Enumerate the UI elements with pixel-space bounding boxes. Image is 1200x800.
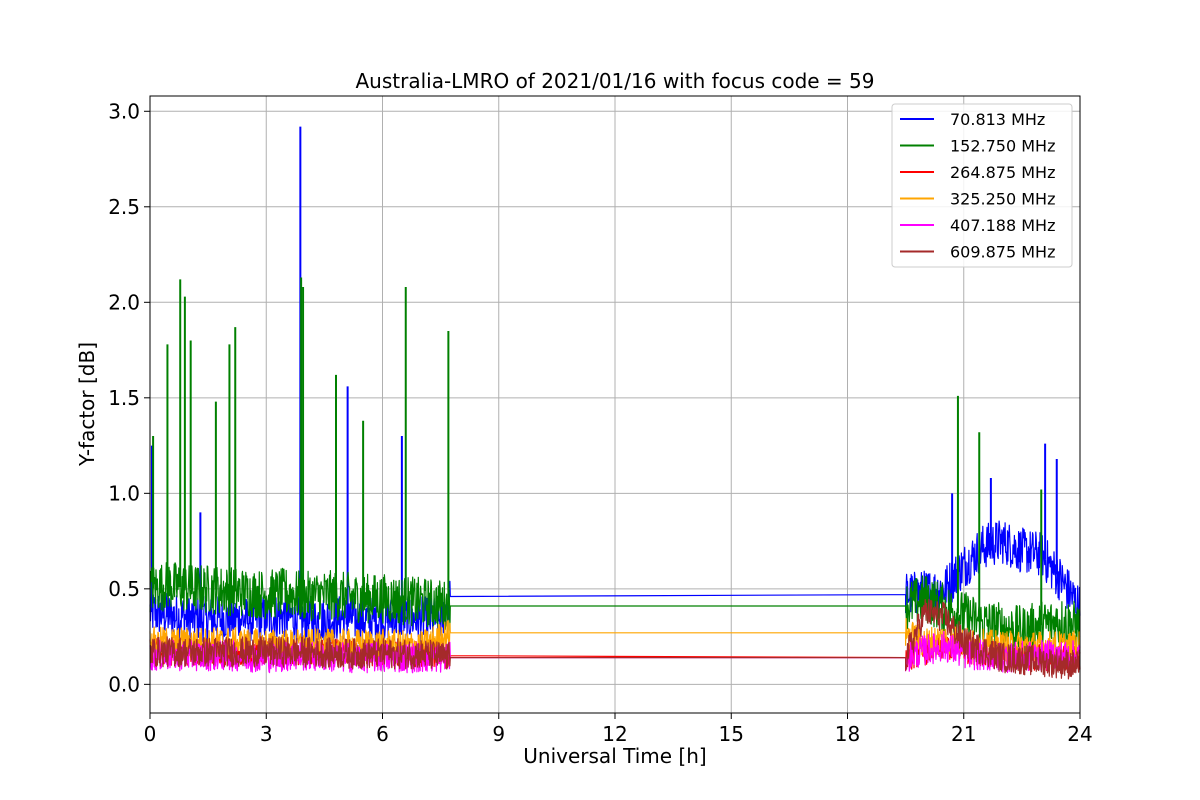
- y-tick-label: 0.5: [108, 577, 140, 601]
- legend-entry: 152.750 MHz: [950, 137, 1055, 156]
- y-axis-label: Y-factor [dB]: [75, 342, 99, 467]
- legend-entry: 264.875 MHz: [950, 163, 1055, 182]
- x-tick-label: 18: [835, 722, 860, 746]
- y-tick-label: 0.0: [108, 672, 140, 696]
- series-line: [149, 520, 1081, 644]
- x-tick-label: 12: [602, 722, 627, 746]
- x-tick-label: 21: [951, 722, 976, 746]
- legend-entry: 407.188 MHz: [950, 216, 1055, 235]
- legend-entry: 609.875 MHz: [950, 243, 1055, 262]
- y-tick-label: 2.5: [108, 195, 140, 219]
- y-tick-label: 1.0: [108, 481, 140, 505]
- x-tick-label: 15: [719, 722, 744, 746]
- ticks: 0 3 6 9 12 15 18 21 24 0.0 0.5 1.0 1.5 2.0 2.5 3.0: [108, 99, 1093, 746]
- series-group: [149, 126, 1081, 680]
- legend-entry: 70.813 MHz: [950, 110, 1045, 129]
- legend-entry: 325.250 MHz: [950, 190, 1055, 209]
- x-tick-label: 6: [376, 722, 389, 746]
- x-axis-label: Universal Time [h]: [523, 744, 706, 768]
- x-tick-label: 9: [492, 722, 505, 746]
- x-tick-label: 0: [144, 722, 157, 746]
- x-tick-label: 3: [260, 722, 273, 746]
- chart-title: Australia-LMRO of 2021/01/16 with focus …: [355, 69, 874, 93]
- y-tick-label: 2.0: [108, 290, 140, 314]
- y-tick-label: 3.0: [108, 99, 140, 123]
- series-line: [149, 598, 1081, 680]
- x-tick-label: 24: [1067, 722, 1092, 746]
- y-tick-label: 1.5: [108, 386, 140, 410]
- legend: 70.813 MHz 152.750 MHz 264.875 MHz 325.250 …: [891, 103, 1073, 268]
- legend-box: [891, 103, 1073, 268]
